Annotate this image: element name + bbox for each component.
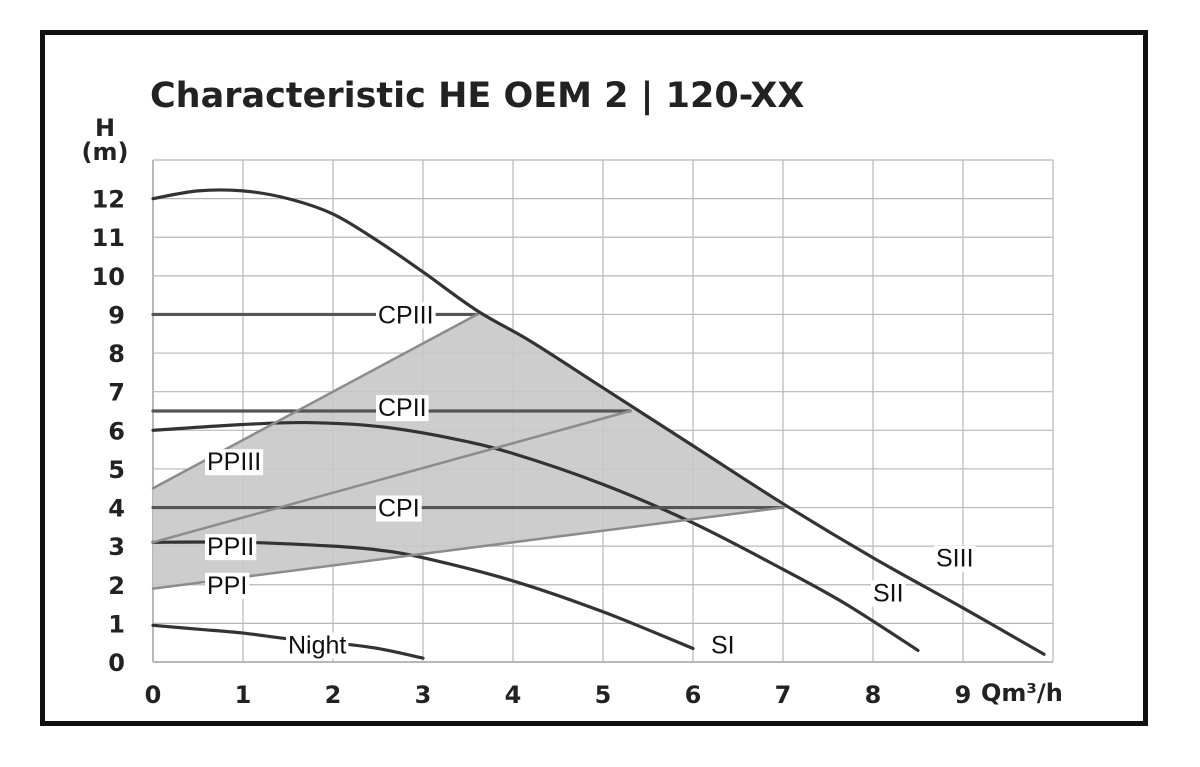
curve-label-bg bbox=[376, 395, 429, 422]
curve-label-text: Night bbox=[288, 632, 346, 660]
curve-label-text: CPIII bbox=[378, 301, 434, 329]
x-tick-label: 3 bbox=[415, 681, 432, 709]
x-tick-label: 1 bbox=[235, 681, 252, 709]
curve-label-cpiii: CPIII bbox=[376, 301, 436, 329]
series-line-siii bbox=[151, 188, 1046, 656]
curve-label-text: SIII bbox=[936, 545, 974, 573]
y-tick-label: 7 bbox=[108, 379, 125, 407]
x-tick-label: 9 bbox=[955, 681, 972, 709]
curve-label-sii: SII bbox=[871, 579, 906, 607]
curve-label-text: SII bbox=[873, 579, 904, 607]
curve-label-night: Night bbox=[286, 632, 349, 660]
curve-label-bg bbox=[376, 302, 436, 329]
operating-region bbox=[153, 310, 783, 589]
x-axis-label: Qm³/h bbox=[981, 679, 1063, 707]
series-lines bbox=[151, 188, 1046, 660]
y-tick-label: 2 bbox=[108, 572, 125, 600]
curve-label-bg bbox=[934, 545, 976, 572]
y-tick-label: 9 bbox=[108, 301, 125, 329]
curve-labels: SIII SII SI Night CPIII CPII CPI PPIII PPII PPI bbox=[205, 301, 976, 660]
x-tick-label: 5 bbox=[595, 681, 612, 709]
y-tick-label: 10 bbox=[92, 263, 125, 291]
curve-label-si: SI bbox=[709, 632, 737, 660]
curve-label-text: PPII bbox=[207, 533, 254, 561]
y-tick-label: 4 bbox=[108, 495, 125, 523]
curve-label-ppii: PPII bbox=[205, 533, 257, 561]
y-tick-label: 11 bbox=[92, 224, 125, 252]
chart-frame: Characteristic HE OEM 2 | 120-XX H (m) Q… bbox=[40, 30, 1148, 726]
y-tick-label: 12 bbox=[92, 186, 125, 214]
y-axis-label: H bbox=[95, 114, 115, 142]
y-tick-label: 5 bbox=[108, 456, 125, 484]
x-tick-label: 0 bbox=[145, 681, 162, 709]
curve-label-text: CPII bbox=[378, 394, 427, 422]
y-axis-unit: (m) bbox=[82, 138, 129, 166]
operating-region-fill bbox=[153, 310, 783, 589]
curve-label-ppiii: PPIII bbox=[205, 448, 264, 476]
series-line-ppi bbox=[151, 506, 785, 590]
curve-label-bg bbox=[871, 580, 906, 607]
series-line-sii bbox=[151, 420, 920, 653]
y-tick-label: 8 bbox=[108, 340, 125, 368]
curve-label-text: SI bbox=[711, 632, 735, 660]
curve-label-bg bbox=[205, 572, 250, 599]
series-line-ppii bbox=[151, 409, 632, 544]
curve-label-bg bbox=[709, 632, 737, 659]
y-tick-label: 3 bbox=[108, 533, 125, 561]
x-tick-label: 6 bbox=[685, 681, 702, 709]
curve-label-text: PPI bbox=[207, 572, 247, 600]
curve-label-bg bbox=[205, 449, 264, 476]
y-tick-label: 1 bbox=[108, 610, 125, 638]
curve-label-ppi: PPI bbox=[205, 572, 250, 600]
curve-label-text: CPI bbox=[378, 495, 420, 523]
y-tick-label: 6 bbox=[108, 417, 125, 445]
x-tick-label: 4 bbox=[505, 681, 522, 709]
chart-title: Characteristic HE OEM 2 | 120-XX bbox=[150, 76, 804, 116]
pump-characteristic-chart: Characteristic HE OEM 2 | 120-XX H (m) Q… bbox=[82, 76, 1063, 709]
curve-label-bg bbox=[286, 632, 349, 659]
curve-label-bg bbox=[205, 534, 257, 561]
curve-label-bg bbox=[376, 495, 422, 522]
x-tick-label: 2 bbox=[325, 681, 342, 709]
curve-label-cpii: CPII bbox=[376, 394, 429, 422]
curve-label-cpi: CPI bbox=[376, 495, 422, 523]
y-tick-label: 0 bbox=[108, 649, 125, 677]
curve-label-text: PPIII bbox=[207, 448, 261, 476]
x-tick-label: 8 bbox=[865, 681, 882, 709]
x-tick-label: 7 bbox=[775, 681, 792, 709]
curve-label-siii: SIII bbox=[934, 545, 976, 573]
